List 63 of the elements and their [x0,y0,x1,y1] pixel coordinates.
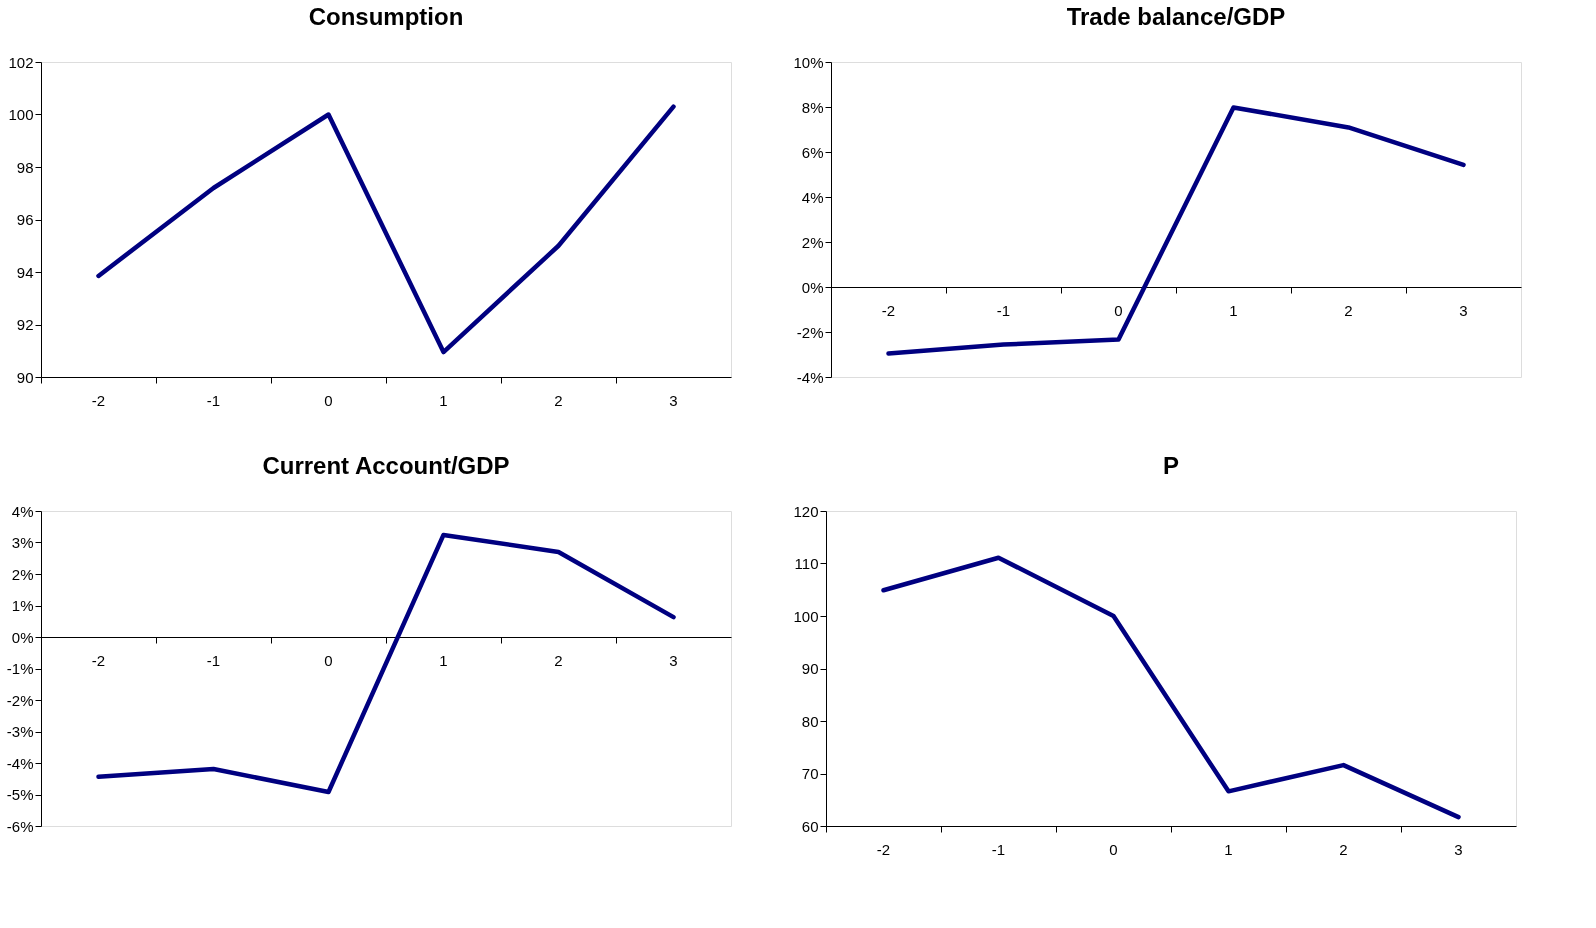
y-tick-label: -6% [6,817,34,835]
x-tick-label: 3 [669,651,678,669]
x-tick-label: 2 [1339,840,1348,858]
x-tick-label: 2 [554,651,563,669]
x-tick-label: 0 [1114,301,1123,319]
y-tick-label: 80 [801,712,819,730]
x-tick-label: 3 [1454,840,1463,858]
y-tick-label: 8% [801,98,824,116]
x-tick-label: -1 [996,301,1011,319]
x-tick-label: 2 [1344,301,1353,319]
y-tick-label: -2% [796,323,824,341]
y-tick-label: 4% [11,502,34,520]
x-tick-label: -1 [991,840,1006,858]
x-tick-label: -2 [876,840,891,858]
x-tick-label: 2 [554,391,563,409]
x-tick-label: 0 [324,391,333,409]
y-tick-label: 10% [793,53,824,71]
chart-title: Consumption [308,3,464,30]
y-tick-label: 96 [16,211,34,228]
y-tick-label: -4% [6,754,34,772]
x-tick-label: -2 [881,301,896,319]
x-tick-label: 1 [1224,840,1233,858]
y-tick-label: 3% [11,534,34,551]
y-tick-label: 60 [801,817,819,835]
x-tick-label: -2 [91,391,106,409]
y-tick-label: 102 [8,53,34,71]
y-tick-label: 0% [11,628,34,646]
y-tick-label: 2% [801,233,824,251]
line-series [96,104,676,355]
y-tick-label: 92 [16,316,34,333]
y-tick-label: -5% [6,786,34,803]
x-tick-label: 1 [439,651,448,669]
x-tick-label: 0 [324,651,333,669]
x-tick-label: 0 [1109,840,1118,858]
y-tick-label: -1% [6,660,34,677]
chart-title: Current Account/GDP [262,452,510,479]
y-tick-label: 6% [801,143,824,161]
y-tick-label: 100 [8,106,34,123]
x-tick-label: 3 [669,391,678,409]
y-tick-label: -4% [796,368,824,386]
y-tick-label: 4% [801,188,824,206]
x-tick-label: 1 [439,391,448,409]
y-tick-label: -2% [6,691,34,709]
x-tick-label: -1 [206,391,221,409]
y-tick-label: 2% [11,565,34,583]
y-tick-label: 100 [793,607,819,625]
y-tick-label: -3% [6,723,34,740]
x-tick-label: 3 [1459,301,1468,319]
y-tick-label: 98 [16,158,34,176]
y-tick-label: 70 [801,765,819,782]
chart-title: P [1162,452,1180,479]
y-tick-label: 120 [793,502,819,520]
chart-title: Trade balance/GDP [1066,3,1286,30]
y-tick-label: 90 [801,660,819,677]
y-tick-label: 110 [794,555,819,572]
x-tick-label: -2 [91,651,106,669]
x-tick-label: 1 [1229,301,1238,319]
y-tick-label: 0% [801,278,824,296]
y-tick-label: 94 [16,263,34,281]
y-tick-label: 1% [11,597,34,614]
x-tick-label: -1 [206,651,221,669]
line-series [881,555,1461,820]
y-tick-label: 90 [16,368,34,386]
